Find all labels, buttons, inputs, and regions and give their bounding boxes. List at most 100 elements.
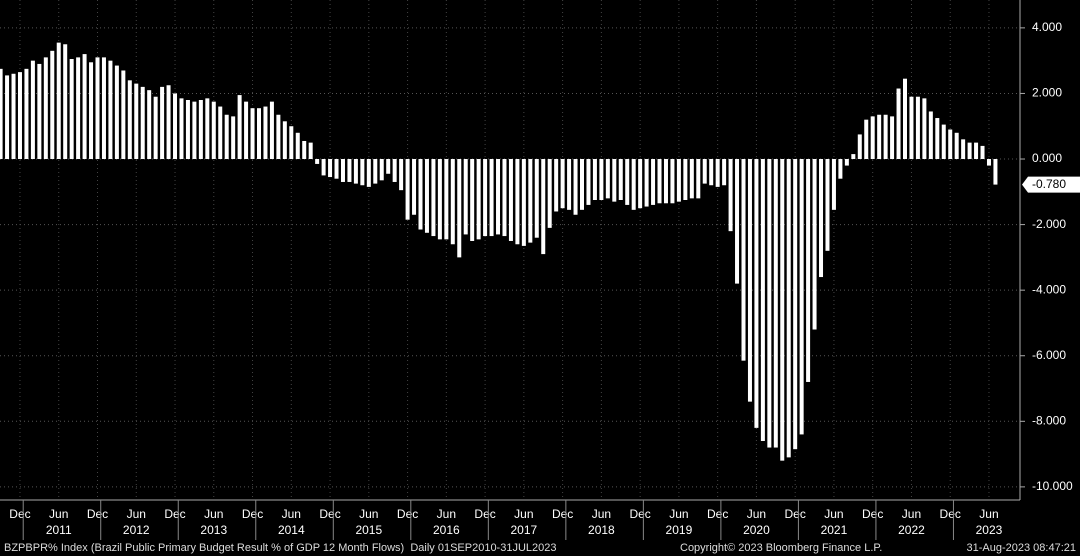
bar xyxy=(37,63,42,160)
bar xyxy=(489,159,494,237)
y-tick-label: 4.000 xyxy=(1032,20,1062,34)
bar xyxy=(289,126,294,160)
bar xyxy=(857,134,862,160)
bar xyxy=(328,159,333,178)
bar xyxy=(967,142,972,160)
bar xyxy=(819,159,824,278)
bar xyxy=(631,159,636,210)
bar xyxy=(786,159,791,458)
bar xyxy=(373,159,378,184)
footer-timestamp: 31-Aug-2023 08:47:21 xyxy=(967,542,1076,554)
bar xyxy=(140,86,145,160)
x-tick-label: Dec xyxy=(397,507,418,521)
x-tick-label: Jun xyxy=(592,507,611,521)
bar xyxy=(547,159,552,228)
bar xyxy=(735,159,740,284)
bar xyxy=(870,116,875,160)
x-tick-label: Jun xyxy=(49,507,68,521)
bar xyxy=(386,159,391,174)
bar xyxy=(353,159,358,184)
x-tick-label: Dec xyxy=(164,507,185,521)
x-tick-label: Dec xyxy=(785,507,806,521)
bar xyxy=(496,159,501,235)
bar xyxy=(412,159,417,215)
bar xyxy=(903,78,907,160)
x-year-label: 2016 xyxy=(433,523,460,537)
bar xyxy=(638,159,643,209)
x-tick-label: Jun xyxy=(359,507,378,521)
y-tick-label: 0.000 xyxy=(1032,151,1062,165)
bar xyxy=(586,159,591,205)
bar xyxy=(121,70,126,160)
bar xyxy=(838,159,843,179)
x-tick-label: Jun xyxy=(127,507,146,521)
x-tick-label: Dec xyxy=(242,507,263,521)
bar xyxy=(476,159,481,240)
bar xyxy=(767,159,772,448)
bar xyxy=(366,159,371,187)
bar xyxy=(954,132,959,160)
bar xyxy=(696,159,701,199)
bar xyxy=(896,88,901,160)
bar xyxy=(773,159,778,448)
bar xyxy=(11,73,16,160)
bar xyxy=(166,85,171,160)
bar xyxy=(315,159,320,164)
bar xyxy=(599,159,604,200)
x-year-label: 2014 xyxy=(278,523,305,537)
bar xyxy=(670,159,675,204)
bar xyxy=(321,159,326,176)
bar xyxy=(883,114,888,160)
bar xyxy=(715,159,720,187)
bar xyxy=(812,159,817,330)
bar xyxy=(689,159,694,199)
bar xyxy=(308,142,313,160)
bar xyxy=(890,116,895,160)
bar xyxy=(573,159,578,215)
bar xyxy=(82,54,87,160)
bar xyxy=(418,159,423,230)
bar xyxy=(399,159,404,191)
bar xyxy=(63,44,68,160)
bar xyxy=(424,159,429,233)
x-year-label: 2020 xyxy=(743,523,770,537)
x-tick-label: Jun xyxy=(669,507,688,521)
x-tick-label: Dec xyxy=(552,507,573,521)
x-year-label: 2015 xyxy=(355,523,382,537)
footer-copyright: Copyright© 2023 Bloomberg Finance L.P. xyxy=(680,542,882,554)
bar xyxy=(644,159,649,207)
y-tick-label: -8.000 xyxy=(1032,413,1066,427)
bar xyxy=(5,75,10,160)
bar xyxy=(108,60,113,160)
bar xyxy=(269,101,274,160)
bar xyxy=(360,159,365,186)
bar xyxy=(50,50,55,160)
x-year-label: 2018 xyxy=(588,523,615,537)
bar xyxy=(605,159,610,199)
bar xyxy=(625,159,630,205)
bar xyxy=(683,159,688,200)
bar xyxy=(709,159,714,186)
x-tick-label: Jun xyxy=(824,507,843,521)
bar xyxy=(431,159,436,237)
bar xyxy=(0,68,3,160)
bar xyxy=(76,57,81,160)
bar xyxy=(192,101,197,160)
bar xyxy=(224,114,229,160)
bar xyxy=(760,159,765,441)
bar xyxy=(244,101,249,160)
x-year-label: 2011 xyxy=(46,523,72,537)
bar xyxy=(153,96,158,160)
bar xyxy=(657,159,662,204)
bar xyxy=(173,93,178,160)
bar xyxy=(541,159,546,255)
bar xyxy=(127,80,132,160)
bar xyxy=(780,159,785,461)
bar xyxy=(799,159,804,435)
bar xyxy=(554,159,559,212)
bar xyxy=(909,96,914,160)
bar xyxy=(502,159,507,237)
bar xyxy=(282,121,287,160)
bar xyxy=(237,95,242,160)
